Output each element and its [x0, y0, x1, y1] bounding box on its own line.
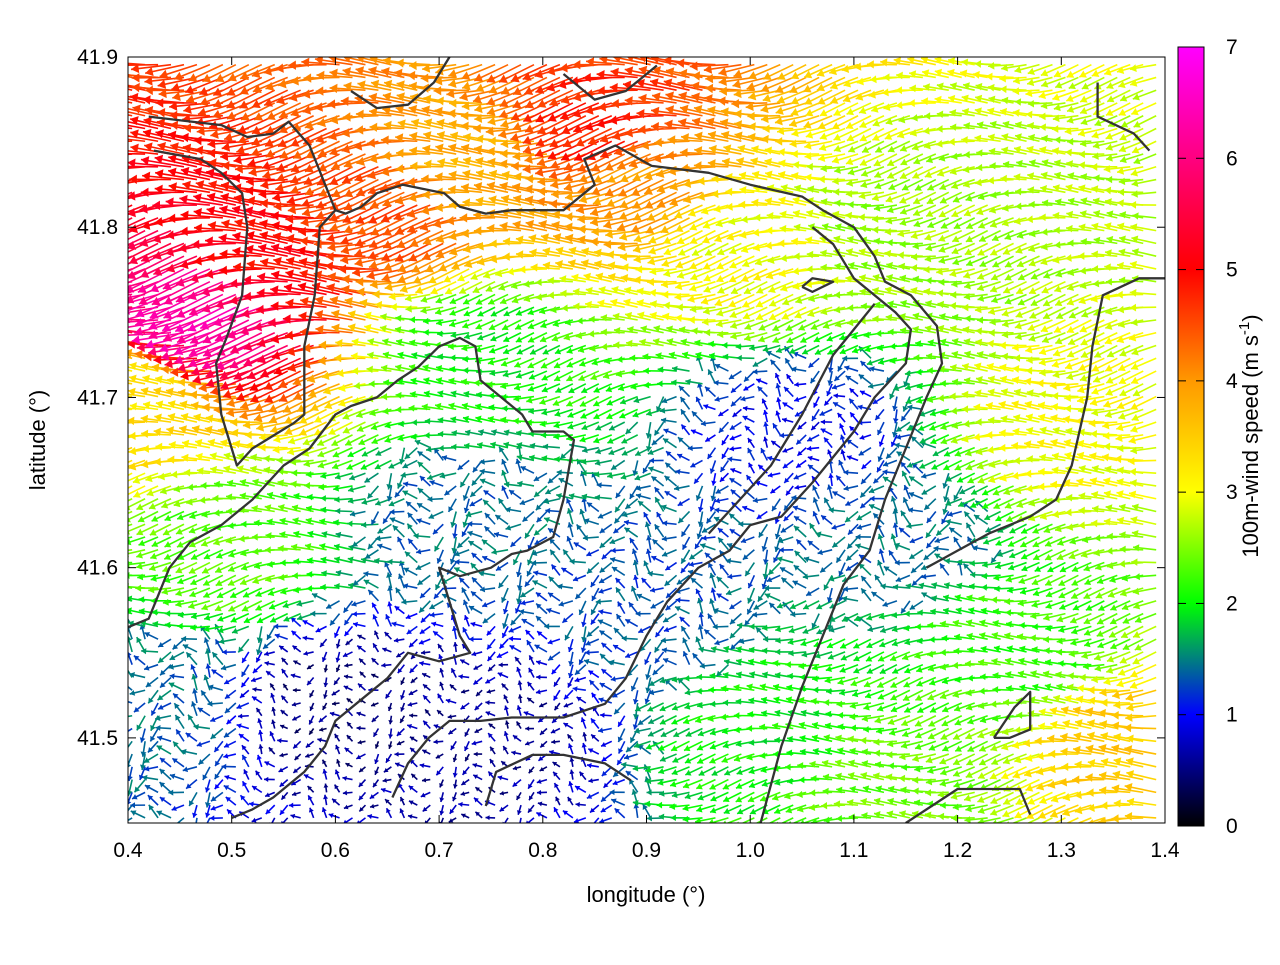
wind-arrow-head — [120, 731, 125, 736]
wind-arrow-head — [1029, 823, 1036, 830]
wind-arrow-head — [124, 572, 130, 579]
wind-arrow-head — [1052, 824, 1060, 831]
wind-arrow-head — [193, 827, 199, 832]
wind-arrow-head — [116, 714, 121, 720]
wind-arrow-head — [123, 561, 129, 568]
wind-arrow-head — [120, 680, 126, 685]
wind-arrow-head — [111, 582, 117, 589]
wind-arrow-head — [517, 824, 522, 829]
wind-arrow-head — [113, 607, 119, 613]
wind-arrow-head — [1064, 823, 1072, 831]
wind-arrow-head — [123, 749, 128, 755]
wind-arrow-head — [1041, 824, 1049, 831]
wind-arrow-head — [119, 821, 125, 826]
wind-arrow-head — [123, 812, 128, 818]
wind-arrow-head — [118, 697, 123, 703]
wind-arrow-head — [203, 825, 208, 830]
wind-arrow-head — [114, 595, 120, 601]
